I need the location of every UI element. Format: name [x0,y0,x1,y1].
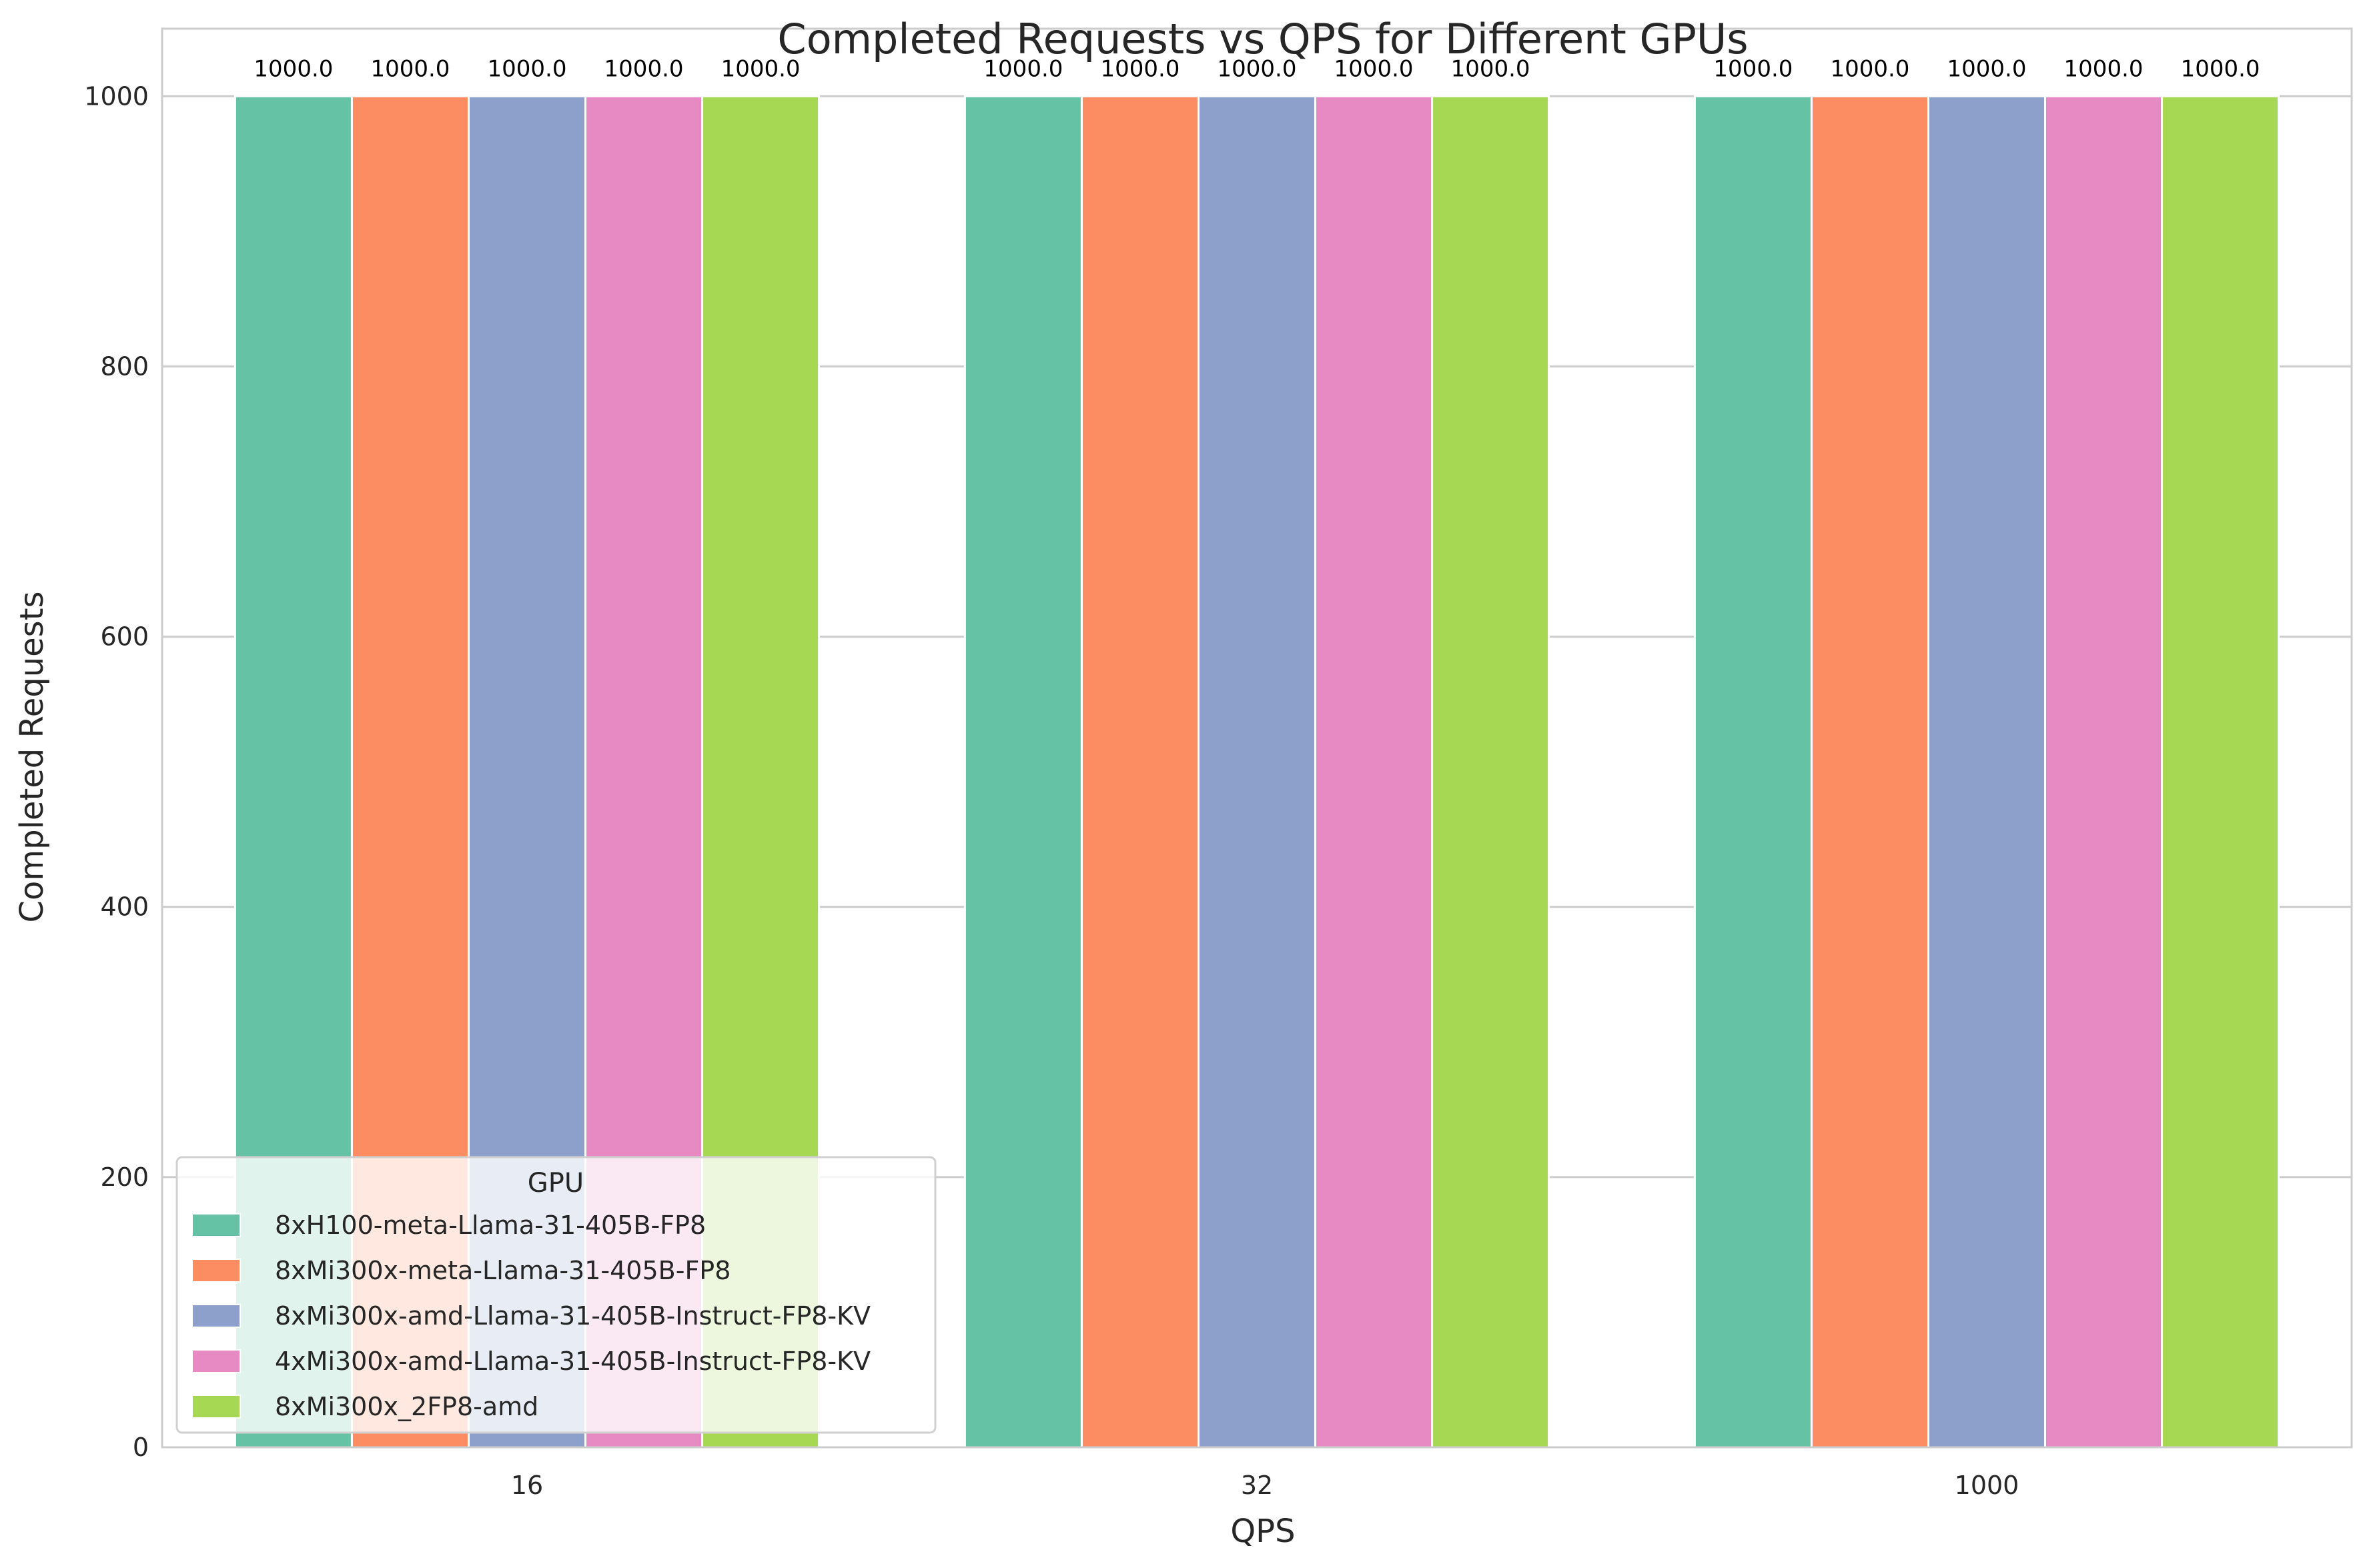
y-axis-label: Completed Requests [13,591,51,922]
legend-label: 8xMi300x-meta-Llama-31-405B-FP8 [275,1256,731,1285]
legend-swatch [191,1304,241,1328]
bar [1080,95,1200,1449]
legend: GPU 8xH100-meta-Llama-31-405B-FP8 8xMi300… [175,1156,937,1434]
legend-label: 8xMi300x_2FP8-amd [275,1392,538,1421]
x-axis-ticks: 16 32 1000 [511,1471,2019,1500]
bar-value-label: 1000.0 [370,55,450,82]
y-tick-label: 800 [100,351,149,381]
legend-swatch [191,1213,241,1237]
legend-swatch [191,1349,241,1373]
y-tick-label: 1000 [84,81,149,111]
bar [1314,95,1434,1449]
y-tick-label: 200 [100,1162,149,1192]
bar [1197,95,1317,1449]
y-axis-ticks: 0 200 400 600 800 1000 [84,81,149,1462]
bar-value-label: 1000.0 [1830,55,1909,82]
y-tick-label: 400 [100,892,149,922]
y-tick-label: 0 [133,1433,149,1462]
legend-label: 8xH100-meta-Llama-31-405B-FP8 [275,1211,706,1240]
bar [1693,95,1813,1449]
bar-value-label: 1000.0 [1713,55,1793,82]
bar-value-label: 1000.0 [2181,55,2260,82]
data-labels: 1000.0 1000.0 1000.0 1000.0 1000.0 1000.0 1000… [254,55,2260,82]
legend-title: GPU [528,1168,584,1199]
bar [1810,95,1929,1449]
bar-value-label: 1000.0 [488,55,567,82]
bar-value-label: 1000.0 [1451,55,1530,82]
legend-box [175,1156,937,1434]
bar-value-label: 1000.0 [1334,55,1414,82]
x-tick-label: 32 [1241,1471,1273,1500]
y-tick-label: 600 [100,622,149,652]
legend-label: 4xMi300x-amd-Llama-31-405B-Instruct-FP8-… [275,1347,871,1376]
bar [2044,95,2164,1449]
bar-value-label: 1000.0 [1100,55,1179,82]
x-tick-label: 1000 [1955,1471,2019,1500]
x-tick-label: 16 [511,1471,543,1500]
bar-value-label: 1000.0 [1218,55,1297,82]
bar-value-label: 1000.0 [254,55,333,82]
bar-value-label: 1000.0 [721,55,801,82]
bar [1927,95,2047,1449]
chart-title: Completed Requests vs QPS for Different … [777,15,1748,63]
legend-swatch [191,1259,241,1283]
bar-value-label: 1000.0 [2064,55,2144,82]
bar [2161,95,2280,1449]
bar-value-label: 1000.0 [1947,55,2027,82]
legend-label: 8xMi300x-amd-Llama-31-405B-Instruct-FP8-… [275,1301,871,1331]
legend-swatch [191,1395,241,1419]
bar [1431,95,1550,1449]
x-axis-label: QPS [1230,1513,1295,1550]
bar-value-label: 1000.0 [983,55,1063,82]
bar [963,95,1083,1449]
bar-value-label: 1000.0 [604,55,684,82]
plot-frame [161,27,2353,1449]
